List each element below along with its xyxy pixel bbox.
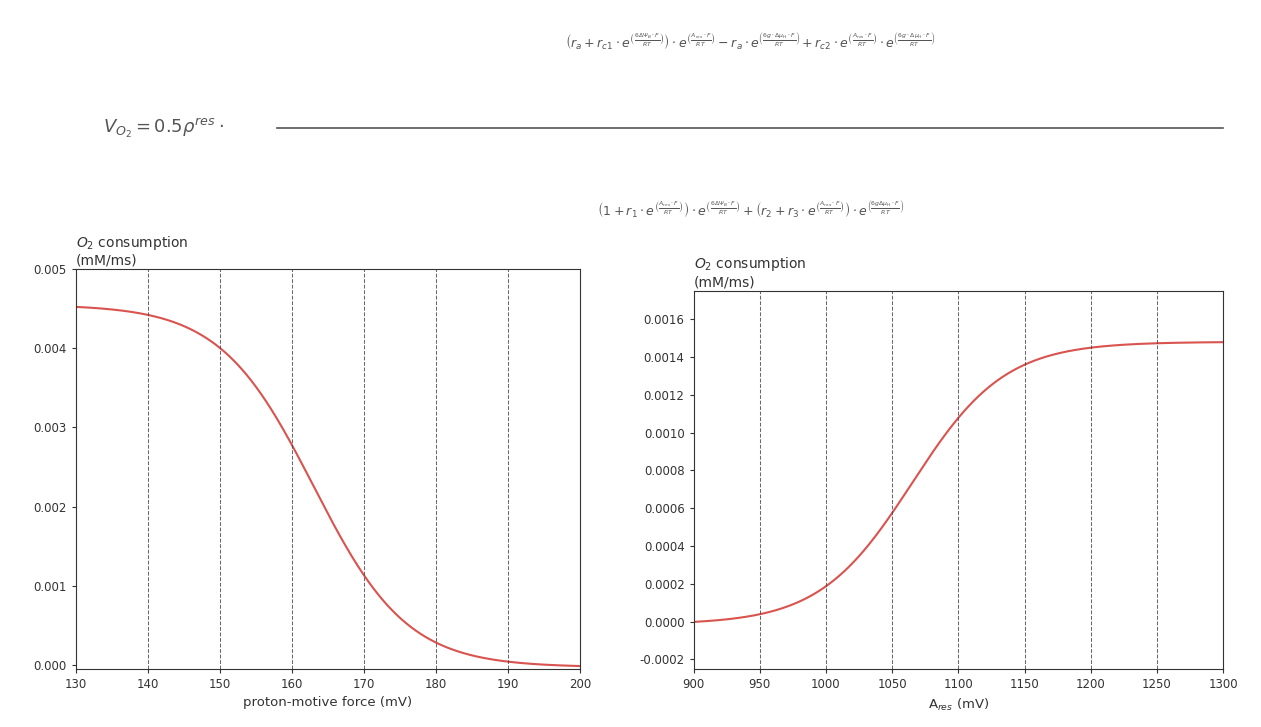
Text: $O_2$ consumption
(mM/ms): $O_2$ consumption (mM/ms) bbox=[694, 255, 806, 289]
Text: $\left(r_a + r_{c1} \cdot e^{\left(\frac{6\Delta\Psi_B \cdot F}{RT}\right)}\righ: $\left(r_a + r_{c1} \cdot e^{\left(\frac… bbox=[565, 31, 936, 52]
X-axis label: A$_{res}$ (mV): A$_{res}$ (mV) bbox=[928, 696, 989, 712]
Text: $O_2$ consumption
(mM/ms): $O_2$ consumption (mM/ms) bbox=[76, 233, 188, 268]
X-axis label: proton-motive force (mV): proton-motive force (mV) bbox=[243, 696, 412, 710]
Text: $\left(1 + r_1 \cdot e^{\left(\frac{A_{res} \cdot F}{RT}\right)}\right)\cdot e^{: $\left(1 + r_1 \cdot e^{\left(\frac{A_{r… bbox=[596, 199, 904, 220]
Text: $V_{O_2} = 0.5\rho^{res} \cdot$: $V_{O_2} = 0.5\rho^{res} \cdot$ bbox=[103, 116, 224, 140]
